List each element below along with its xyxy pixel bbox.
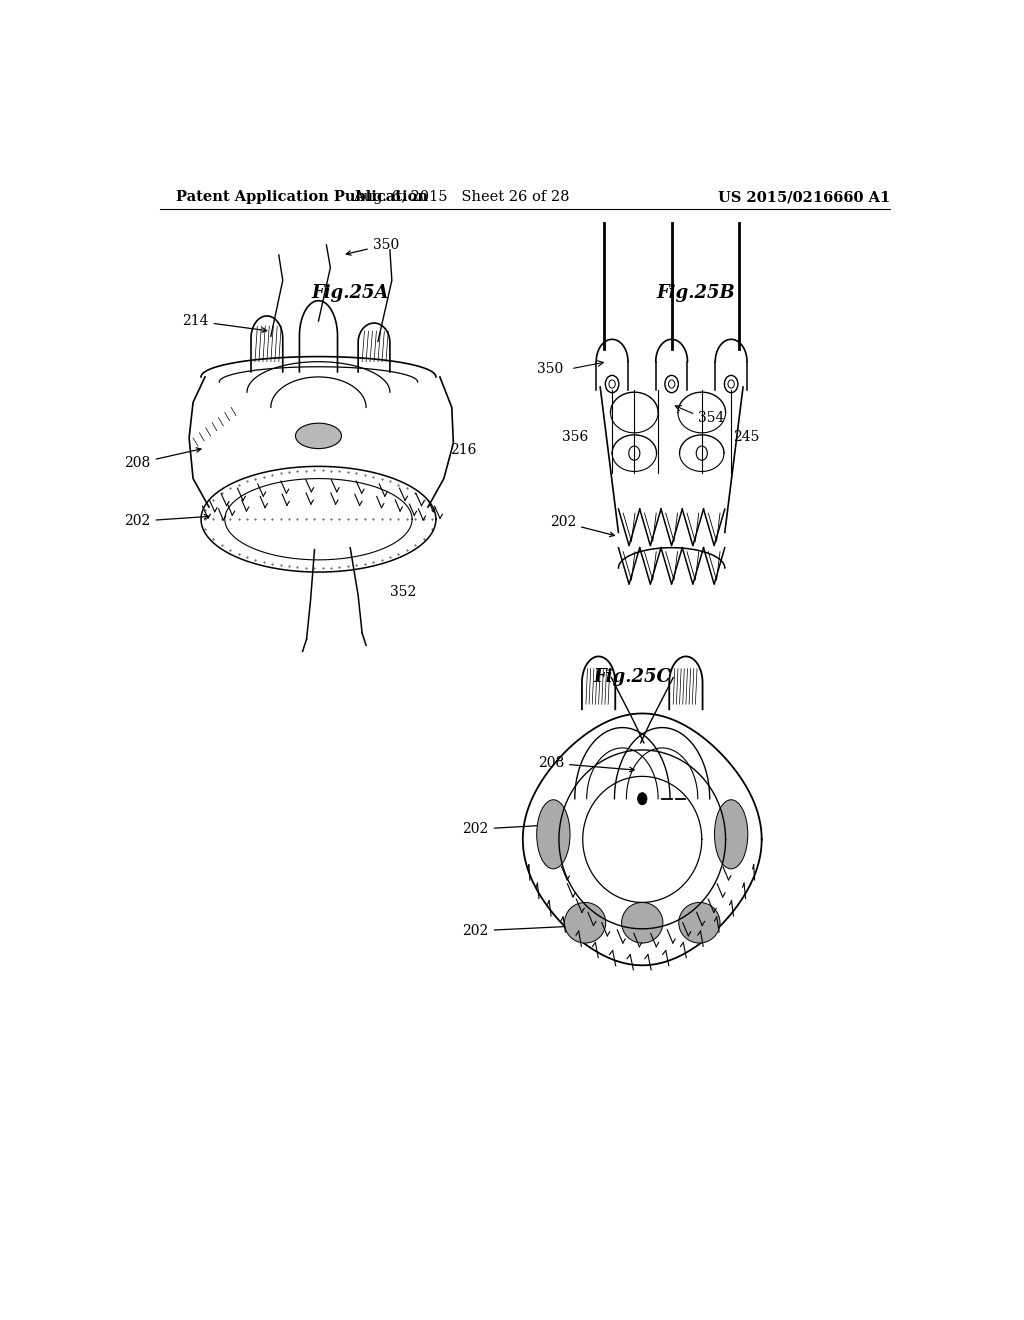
Text: 350: 350 (537, 362, 563, 376)
Ellipse shape (679, 903, 720, 942)
Text: 202: 202 (463, 924, 579, 939)
Text: 202: 202 (463, 822, 560, 837)
Text: 214: 214 (182, 314, 266, 333)
Text: 202: 202 (550, 515, 614, 536)
Ellipse shape (715, 800, 748, 869)
Text: 202: 202 (124, 515, 209, 528)
Text: 216: 216 (451, 444, 476, 457)
Ellipse shape (537, 800, 570, 869)
Text: 352: 352 (390, 585, 416, 599)
Text: Fig.25B: Fig.25B (656, 284, 735, 301)
Text: 356: 356 (562, 430, 588, 444)
Ellipse shape (564, 903, 606, 942)
Circle shape (638, 792, 647, 805)
Ellipse shape (622, 903, 663, 942)
Text: 208: 208 (538, 756, 634, 772)
Text: Aug. 6, 2015   Sheet 26 of 28: Aug. 6, 2015 Sheet 26 of 28 (353, 190, 569, 205)
Text: Fig.25A: Fig.25A (311, 284, 389, 301)
Text: US 2015/0216660 A1: US 2015/0216660 A1 (718, 190, 890, 205)
Text: Fig.25C: Fig.25C (593, 668, 671, 686)
Text: Patent Application Publication: Patent Application Publication (176, 190, 428, 205)
Text: 350: 350 (346, 238, 399, 255)
Text: 354: 354 (697, 411, 724, 425)
Ellipse shape (296, 424, 341, 449)
Text: 208: 208 (124, 447, 201, 470)
Text: 245: 245 (733, 430, 759, 444)
